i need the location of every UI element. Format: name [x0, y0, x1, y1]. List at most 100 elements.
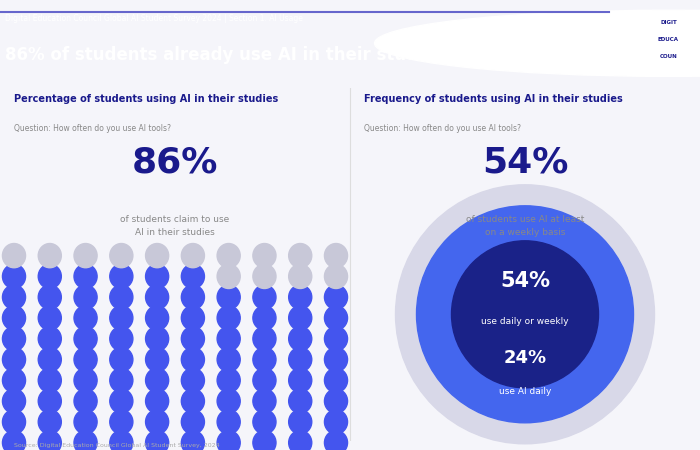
Text: Question: How often do you use AI tools?: Question: How often do you use AI tools?: [14, 124, 171, 133]
Circle shape: [324, 327, 347, 351]
Circle shape: [2, 410, 25, 434]
Circle shape: [110, 285, 133, 309]
Circle shape: [288, 264, 312, 288]
Circle shape: [217, 431, 240, 450]
Circle shape: [324, 264, 347, 288]
Circle shape: [288, 410, 312, 434]
Circle shape: [2, 306, 25, 330]
Circle shape: [253, 243, 276, 268]
Circle shape: [38, 389, 62, 413]
Text: use daily or weekly: use daily or weekly: [481, 317, 569, 326]
Circle shape: [253, 410, 276, 434]
Circle shape: [288, 431, 312, 450]
Circle shape: [146, 347, 169, 372]
Circle shape: [181, 264, 204, 288]
Circle shape: [38, 431, 62, 450]
Circle shape: [181, 347, 204, 372]
Circle shape: [2, 368, 25, 392]
Circle shape: [288, 285, 312, 309]
Circle shape: [288, 389, 312, 413]
Circle shape: [146, 389, 169, 413]
Circle shape: [74, 347, 97, 372]
Circle shape: [181, 306, 204, 330]
Circle shape: [74, 285, 97, 309]
Circle shape: [324, 410, 347, 434]
Circle shape: [74, 306, 97, 330]
Circle shape: [181, 389, 204, 413]
Circle shape: [217, 410, 240, 434]
Circle shape: [181, 327, 204, 351]
Circle shape: [110, 410, 133, 434]
Text: 54%: 54%: [500, 271, 550, 291]
Circle shape: [217, 243, 240, 268]
Circle shape: [324, 431, 347, 450]
Circle shape: [38, 285, 62, 309]
Circle shape: [181, 368, 204, 392]
Circle shape: [146, 327, 169, 351]
Circle shape: [110, 264, 133, 288]
Circle shape: [110, 389, 133, 413]
Circle shape: [253, 389, 276, 413]
Text: use AI daily: use AI daily: [499, 387, 551, 396]
Circle shape: [253, 327, 276, 351]
Circle shape: [181, 285, 204, 309]
Text: Percentage of students using AI in their studies: Percentage of students using AI in their…: [14, 94, 279, 104]
Ellipse shape: [395, 185, 654, 444]
Circle shape: [181, 243, 204, 268]
Text: 24%: 24%: [503, 349, 547, 367]
Circle shape: [253, 347, 276, 372]
Circle shape: [38, 264, 62, 288]
Text: Frequency of students using AI in their studies: Frequency of students using AI in their …: [364, 94, 623, 104]
Circle shape: [324, 243, 347, 268]
Circle shape: [217, 368, 240, 392]
Circle shape: [38, 327, 62, 351]
Circle shape: [110, 431, 133, 450]
Text: EDUCA: EDUCA: [658, 37, 679, 42]
Circle shape: [110, 347, 133, 372]
Circle shape: [74, 410, 97, 434]
Circle shape: [146, 243, 169, 268]
Text: 86% of students already use AI in their studies: 86% of students already use AI in their …: [5, 46, 445, 64]
Circle shape: [110, 368, 133, 392]
Text: 86%: 86%: [132, 146, 218, 180]
Circle shape: [110, 243, 133, 268]
Circle shape: [217, 285, 240, 309]
Circle shape: [374, 10, 700, 76]
Text: 54%: 54%: [482, 146, 568, 180]
Circle shape: [2, 389, 25, 413]
Circle shape: [74, 264, 97, 288]
Circle shape: [217, 389, 240, 413]
Circle shape: [38, 243, 62, 268]
Circle shape: [146, 264, 169, 288]
Circle shape: [38, 347, 62, 372]
Circle shape: [288, 243, 312, 268]
Circle shape: [253, 431, 276, 450]
Circle shape: [181, 410, 204, 434]
Circle shape: [146, 410, 169, 434]
Text: COUN: COUN: [659, 54, 678, 59]
Circle shape: [324, 368, 347, 392]
Circle shape: [2, 243, 25, 268]
Circle shape: [2, 431, 25, 450]
Circle shape: [288, 368, 312, 392]
Circle shape: [38, 368, 62, 392]
Text: DIGIT: DIGIT: [660, 19, 677, 25]
Text: Digital Education Council Global AI Student Survey 2024 | Section 1. AI Usage: Digital Education Council Global AI Stud…: [5, 14, 303, 23]
Ellipse shape: [452, 241, 598, 388]
Circle shape: [146, 306, 169, 330]
Circle shape: [2, 347, 25, 372]
Circle shape: [38, 306, 62, 330]
Circle shape: [74, 389, 97, 413]
Circle shape: [110, 327, 133, 351]
Circle shape: [217, 327, 240, 351]
Circle shape: [324, 306, 347, 330]
Circle shape: [2, 285, 25, 309]
Circle shape: [217, 306, 240, 330]
Circle shape: [146, 368, 169, 392]
Circle shape: [146, 431, 169, 450]
Circle shape: [146, 285, 169, 309]
Text: of students claim to use
AI in their studies: of students claim to use AI in their stu…: [120, 215, 230, 238]
Circle shape: [2, 264, 25, 288]
Circle shape: [288, 347, 312, 372]
Circle shape: [324, 347, 347, 372]
